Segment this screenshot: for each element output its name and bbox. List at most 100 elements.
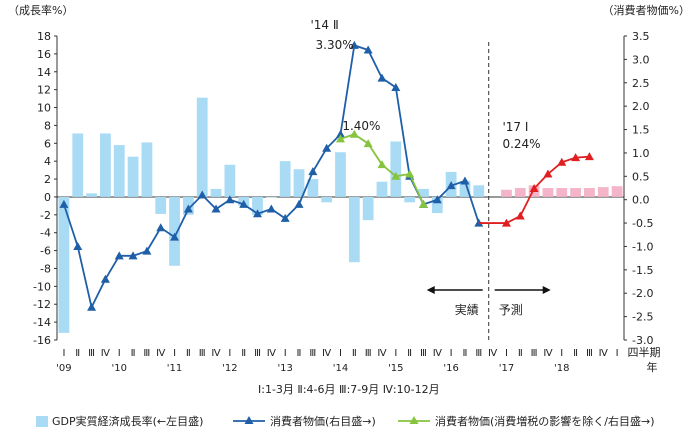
gdp-bar [404, 196, 416, 203]
quarter-tick-label: Ⅲ [420, 348, 427, 359]
cpi-point [363, 45, 373, 54]
cpi-forecast-point [529, 183, 539, 192]
x-axis-unit2: 年 [647, 360, 658, 374]
cpi-point [128, 251, 138, 260]
cpi-point [294, 199, 304, 208]
legend-label-cpi-ex-tax: 消費者物価(消費増税の影響を除く/右目盛→) [435, 414, 655, 428]
quarter-tick-label: Ⅲ [531, 348, 538, 359]
quarter-tick-label: Ⅰ [118, 348, 121, 359]
gdp-bar [293, 169, 305, 197]
quarter-tick-label: Ⅱ [297, 348, 302, 359]
quarter-tick-label: Ⅰ [505, 348, 508, 359]
cpi-point [377, 73, 387, 82]
left-tick-label: 10 [37, 102, 51, 115]
cpi-point [142, 246, 152, 255]
left-tick-label: 8 [44, 119, 51, 132]
right-tick-label: 1.5 [632, 124, 650, 137]
cpi-point [280, 213, 290, 222]
cpi-point [73, 241, 83, 250]
quarter-tick-label: Ⅱ [241, 348, 246, 359]
cpi-point [156, 223, 166, 232]
gdp-bar [196, 97, 208, 197]
quarter-tick-label: Ⅱ [75, 348, 80, 359]
annotation-peak-value: 3.30% [316, 38, 354, 52]
quarter-tick-label: Ⅳ [156, 348, 166, 359]
gdp-bar [597, 187, 609, 197]
quarter-tick-label: Ⅲ [199, 348, 206, 359]
gdp-bar [155, 196, 167, 214]
right-tick-label: 2.5 [632, 77, 650, 90]
annotation-forecast-label: '17 Ⅰ [502, 120, 528, 134]
quarter-tick-label: Ⅰ [616, 348, 619, 359]
right-tick-label: -2.0 [632, 287, 653, 300]
quarter-tick-label: Ⅱ [573, 348, 578, 359]
forecast-label: 予測 [499, 303, 523, 317]
right-tick-label: -2.5 [632, 311, 653, 324]
gdp-bar [362, 196, 374, 221]
cpi-point [183, 204, 193, 213]
quarter-tick-label: Ⅳ [101, 348, 111, 359]
gdp-bar [224, 164, 236, 197]
cpi-point [225, 195, 235, 204]
cpi-point [266, 204, 276, 213]
gdp-bar [431, 196, 443, 214]
quarter-tick-label: Ⅳ [267, 348, 277, 359]
annotation-ex-tax-value: 1.40% [342, 119, 380, 133]
left-tick-label: -2 [40, 209, 51, 222]
annotation-peak-label: '14 Ⅱ [311, 18, 339, 32]
left-tick-label: -4 [40, 227, 51, 240]
cpi-ex-tax-point [418, 199, 428, 208]
cpi-point [308, 167, 318, 176]
right-tick-label: 3.5 [632, 30, 650, 43]
left-tick-label: -14 [33, 316, 51, 329]
annotation-forecast-value: 0.24% [502, 137, 540, 151]
left-tick-label: 6 [44, 137, 51, 150]
right-tick-label: 3.0 [632, 53, 650, 66]
right-tick-label: 0.5 [632, 170, 650, 183]
left-tick-label: -10 [33, 280, 51, 293]
quarter-tick-label: Ⅲ [88, 348, 95, 359]
gdp-bar [100, 133, 111, 197]
gdp-bar [473, 185, 485, 197]
cpi-ex-tax-point [349, 129, 359, 138]
legend-swatch-gdp [36, 416, 48, 427]
cpi-ex-tax-point [377, 160, 387, 169]
left-tick-label: -16 [33, 334, 51, 347]
year-tick-label: '13 [277, 363, 292, 374]
cpi-point [239, 199, 249, 208]
legend-marker-cpi [244, 416, 254, 424]
quarter-tick-label: Ⅳ [322, 348, 332, 359]
cpi-forecast-point [501, 218, 511, 227]
cpi-point [211, 204, 221, 213]
left-axis-title: （成長率%） [8, 3, 73, 17]
gdp-bar [459, 180, 471, 197]
quarter-tick-label: Ⅲ [586, 348, 593, 359]
quarter-tick-label: Ⅲ [143, 348, 150, 359]
quarter-tick-label: Ⅲ [254, 348, 261, 359]
actual-arrow-head [426, 286, 435, 294]
cpi-point [197, 190, 207, 199]
gdp-bar [265, 196, 277, 198]
quarter-tick-label: Ⅲ [365, 348, 372, 359]
cpi-forecast-point [584, 152, 594, 161]
quarter-tick-label: Ⅱ [518, 348, 523, 359]
right-tick-label: -0.5 [632, 217, 653, 230]
quarter-tick-label: Ⅳ [433, 348, 443, 359]
quarter-tick-label: Ⅰ [62, 348, 65, 359]
year-tick-label: '09 [56, 363, 71, 374]
cpi-point [349, 40, 359, 49]
gdp-bar [72, 133, 84, 197]
quarter-tick-label: Ⅰ [339, 348, 342, 359]
quarter-tick-label: Ⅱ [407, 348, 412, 359]
cpi-point [59, 199, 69, 208]
gdp-bar [542, 188, 554, 197]
quarter-tick-label: Ⅲ [475, 348, 482, 359]
legend-label-gdp: GDP実質経済成長率(←左目盛) [52, 414, 203, 428]
quarter-tick-label: Ⅳ [211, 348, 221, 359]
cpi-point [170, 232, 180, 241]
gdp-bar [169, 196, 180, 266]
cpi-point [322, 143, 332, 152]
quarter-tick-label: Ⅰ [228, 348, 231, 359]
